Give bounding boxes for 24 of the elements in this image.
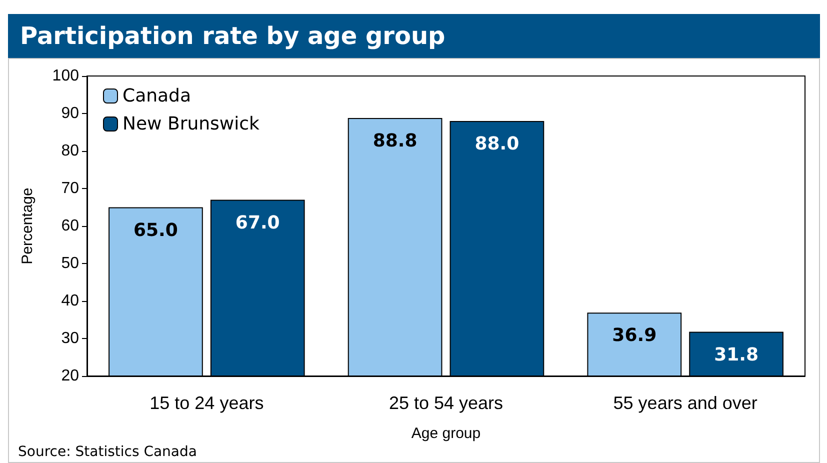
x-axis-title: Age group xyxy=(411,425,481,442)
y-axis-title: Percentage xyxy=(19,188,36,264)
y-tick-label: 50 xyxy=(61,255,80,272)
data-label: 31.8 xyxy=(714,344,758,366)
y-tick-label: 40 xyxy=(61,292,80,310)
x-tick-label: 15 to 24 years xyxy=(150,393,264,413)
legend-label: Canada xyxy=(122,86,191,106)
data-label: 88.0 xyxy=(474,134,520,154)
source-note: Source: Statistics Canada xyxy=(18,444,197,460)
y-tick-label: 70 xyxy=(61,180,80,197)
y-tick-label: 90 xyxy=(61,105,80,122)
y-tick-label: 100 xyxy=(52,68,80,84)
data-label: 67.0 xyxy=(235,212,280,234)
y-tick-label: 80 xyxy=(61,142,80,160)
data-label: 36.9 xyxy=(612,325,657,346)
chart-title: Participation rate by age group xyxy=(8,14,820,58)
y-tick-label: 30 xyxy=(61,330,80,347)
y-tick-label: 20 xyxy=(61,368,80,384)
data-label: 65.0 xyxy=(134,220,178,241)
x-tick-label: 25 to 54 years xyxy=(388,393,504,413)
x-tick-label: 55 years and over xyxy=(613,393,758,413)
legend-label: New Brunswick xyxy=(122,114,260,134)
data-label: 88.8 xyxy=(372,130,418,152)
y-tick-label: 60 xyxy=(61,218,80,234)
